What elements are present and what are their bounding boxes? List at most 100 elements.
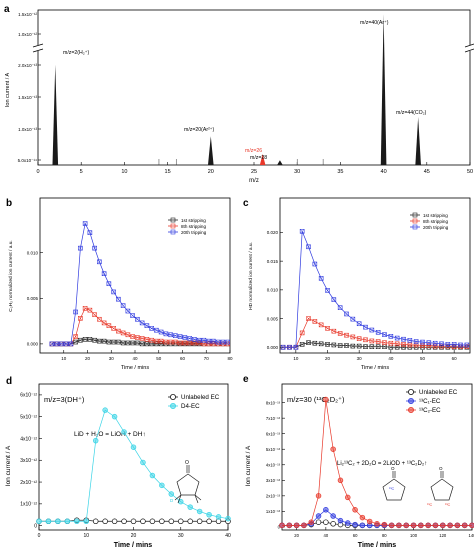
series-point-0 [375, 344, 381, 349]
series-point-2 [125, 308, 131, 314]
series-point-2 [301, 522, 307, 529]
panel-e-annotation: Li₂¹³C₂ + 2D₂O = 2LiOD + ¹³C₂D₂↑ [337, 461, 427, 467]
series-point-0 [158, 341, 164, 347]
series-point-0 [159, 518, 165, 525]
series-point-1 [36, 518, 42, 525]
legend-marker-2 [412, 224, 418, 230]
y-tick-label: 0.000 [27, 342, 39, 347]
series-point-cross-2 [451, 342, 457, 347]
panel-d-axes: 0 10 20 30 40 0 1x10⁻¹² 2x10⁻¹² 3x10⁻¹² 4x10⁻¹² 5x… [20, 393, 231, 539]
series-point-1 [225, 515, 231, 522]
series-point-cross-0 [78, 338, 83, 343]
series-point-cross-2 [87, 230, 93, 235]
series-point-cross-1 [73, 334, 78, 339]
series-point-cross-2 [173, 333, 178, 338]
y-tick-label: 3x10⁻¹³ [266, 478, 281, 483]
legend-marker-0 [407, 388, 414, 395]
x-tick-label: 120 [439, 533, 447, 538]
series-point-2 [312, 261, 318, 267]
series-point-cross-2 [306, 244, 311, 249]
series-point-cross-2 [293, 345, 299, 350]
series-point-cross-2 [154, 328, 159, 333]
series-point-2 [299, 228, 305, 234]
x-tick-label: 0 [38, 533, 41, 539]
series-point-2 [432, 340, 438, 346]
series-point-1 [135, 335, 140, 340]
legend-marker-2 [407, 406, 414, 413]
series-point-cross-0 [350, 343, 356, 349]
panel-c-axes: 10 20 30 40 50 60 0.000 0.005 0.010 0.015 0.020 [267, 230, 457, 361]
c13-2-isotope-label-right: ¹³C [445, 503, 451, 507]
series-point-cross-2 [158, 329, 164, 335]
series-point-cross-0 [299, 342, 305, 347]
series-point-1 [344, 332, 349, 338]
series-point-cross-2 [407, 338, 413, 343]
x-tick-label: 140 [469, 533, 474, 538]
series-point-cross-2 [177, 334, 183, 339]
series-point-2 [345, 494, 351, 501]
series-point-0 [323, 519, 329, 525]
series-point-2 [420, 339, 425, 345]
series-point-cross-2 [280, 345, 286, 350]
panel-c-letter: c [243, 198, 249, 209]
panel-b-xlabel: Time / mins [121, 365, 149, 371]
series-point-cross-2 [149, 326, 154, 331]
series-point-2 [375, 330, 381, 335]
panel-d-title: m/z=3(DH⁺) [44, 395, 85, 404]
series-point-cross-0 [139, 341, 145, 347]
series-point-cross-1 [375, 339, 381, 344]
series-point-cross-1 [363, 337, 368, 342]
series-point-0 [139, 341, 145, 347]
series-point-1 [337, 331, 343, 336]
legend-marker-0 [170, 217, 176, 223]
series-point-2 [413, 339, 419, 344]
series-point-1 [74, 518, 80, 525]
series-point-2 [286, 522, 293, 529]
series-point-0 [97, 338, 102, 344]
series-point-cross-1 [139, 336, 145, 341]
series-line-2 [51, 222, 228, 345]
series-point-1 [130, 334, 135, 339]
series-point-cross-2 [82, 221, 88, 226]
series-point-2 [68, 341, 74, 347]
series-point-cross-2 [168, 332, 173, 337]
series-point-cross-2 [369, 327, 375, 333]
series-point-cross-1 [92, 312, 97, 317]
series-point-1 [299, 330, 305, 336]
series-point-2 [401, 336, 406, 342]
legend-marker-0 [412, 212, 418, 218]
series-point-0 [315, 519, 322, 525]
series-point-cross-2 [375, 330, 381, 335]
series-point-2 [201, 337, 207, 343]
series-point-2 [330, 446, 336, 452]
series-point-cross-2 [106, 281, 112, 286]
x-tick-label: 30 [294, 169, 300, 175]
series-point-cross-1 [325, 326, 330, 331]
y-tick-label: 0.015 [267, 259, 279, 264]
series-point-cross-1 [201, 341, 207, 347]
y-tick-lower-1: 1.0x10⁻¹³ [18, 127, 37, 132]
series-point-0 [149, 518, 156, 525]
series-point-1 [139, 336, 145, 341]
legend-marker-1 [169, 402, 176, 409]
series-point-2 [359, 514, 366, 521]
series-point-0 [130, 340, 135, 346]
series-point-1 [215, 514, 222, 520]
series-point-0 [78, 337, 83, 343]
legend-label-2: 20th tripping [181, 230, 207, 235]
series-point-cross-2 [116, 297, 121, 302]
series-point-2 [306, 244, 311, 250]
series-point-1 [83, 518, 89, 525]
series-point-2 [187, 336, 192, 341]
x-tick-label: 45 [424, 169, 430, 175]
series-point-0 [135, 340, 140, 346]
series-point-0 [344, 343, 349, 348]
series-point-1 [64, 518, 71, 525]
series-point-2 [106, 281, 112, 287]
legend-label-1: 8th stripping [181, 224, 206, 229]
y-tick-upper-1: 1.5x10⁻¹² [18, 12, 37, 17]
x-tick-label: 0 [36, 169, 39, 175]
series-point-cross-2 [445, 342, 451, 347]
y-tick-label: 0 [278, 525, 281, 530]
